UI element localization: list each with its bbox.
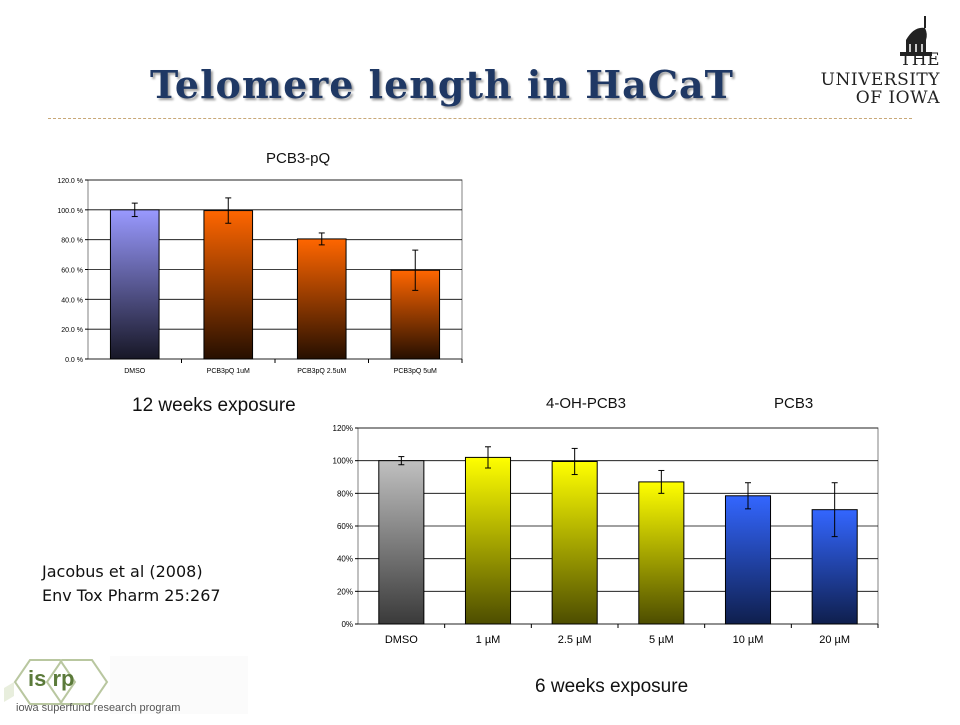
bar (464, 456, 512, 625)
bar (109, 209, 160, 360)
x-tick-label: 1 µM (476, 634, 501, 646)
bar (638, 481, 685, 625)
title-divider (48, 118, 912, 119)
label-4oh-pcb3: 4-OH-PCB3 (546, 395, 627, 412)
y-tick-label: 20.0 % (61, 327, 83, 334)
bar (551, 460, 598, 625)
citation-line-2: Env Tox Pharm 25:267 (42, 586, 221, 605)
y-tick-label: 60% (337, 522, 353, 531)
x-tick-label: 10 µM (733, 634, 764, 646)
isrp-hexagon-icon (4, 656, 248, 714)
y-tick-label: 120% (333, 424, 353, 433)
x-tick-label: PCB3pQ 5uM (394, 368, 437, 375)
y-tick-label: 80% (337, 489, 353, 498)
y-tick-label: 0% (341, 620, 353, 629)
bar (378, 460, 425, 625)
university-logo: THE UNIVERSITY OF IOWA (821, 14, 940, 108)
y-tick-label: 20% (337, 587, 353, 596)
y-tick-label: 80.0 % (61, 238, 83, 245)
old-capitol-icon (900, 16, 932, 56)
logo-line-1: THE (899, 50, 940, 70)
x-tick-label: 5 µM (649, 634, 674, 646)
logo-line-2: UNIVERSITY (820, 70, 940, 90)
logo-line-3: OF IOWA (855, 88, 940, 108)
y-tick-label: 0.0 % (65, 357, 83, 364)
caption-12-weeks: 12 weeks exposure (132, 395, 296, 416)
bar (203, 210, 254, 360)
y-tick-label: 120.0 % (57, 178, 83, 185)
x-tick-label: 20 µM (819, 634, 850, 646)
chart1-title: PCB3-pQ (266, 150, 331, 167)
y-tick-label: 60.0 % (61, 268, 83, 275)
citation: Jacobus et al (2008) Env Tox Pharm 25:26… (42, 560, 221, 608)
isrp-text: iowa superfund research program (16, 702, 181, 714)
chart-6-weeks: 0% 20% 40% 60% 80% 100% 120% DMSO 1 µM 2.5 µM 5 µM… (333, 424, 879, 646)
label-pcb3: PCB3 (774, 395, 814, 412)
bar (724, 495, 772, 625)
chart-pcb3pq: 0.0 % 20.0 % 40.0 % 60.0 % 80.0 % 100.0 % 120.… (57, 178, 463, 375)
x-tick-label: DMSO (124, 368, 146, 375)
bar (296, 238, 347, 360)
isrp-mark: is rp (28, 666, 75, 691)
caption-6-weeks: 6 weeks exposure (535, 676, 689, 697)
x-tick-label: PCB3pQ 1uM (207, 368, 250, 375)
isrp-logo: is rp iowa superfund research program (0, 656, 250, 720)
slide-title: Telomere length in HaCaT (150, 62, 734, 107)
y-tick-label: 100.0 % (57, 208, 83, 215)
x-tick-label: PCB3pQ 2.5uM (297, 368, 346, 375)
y-tick-label: 40% (337, 555, 353, 564)
y-tick-label: 40.0 % (61, 297, 83, 304)
citation-line-1: Jacobus et al (2008) (42, 562, 203, 581)
x-tick-label: DMSO (385, 634, 418, 646)
x-tick-label: 2.5 µM (558, 634, 592, 646)
y-tick-label: 100% (333, 457, 353, 466)
